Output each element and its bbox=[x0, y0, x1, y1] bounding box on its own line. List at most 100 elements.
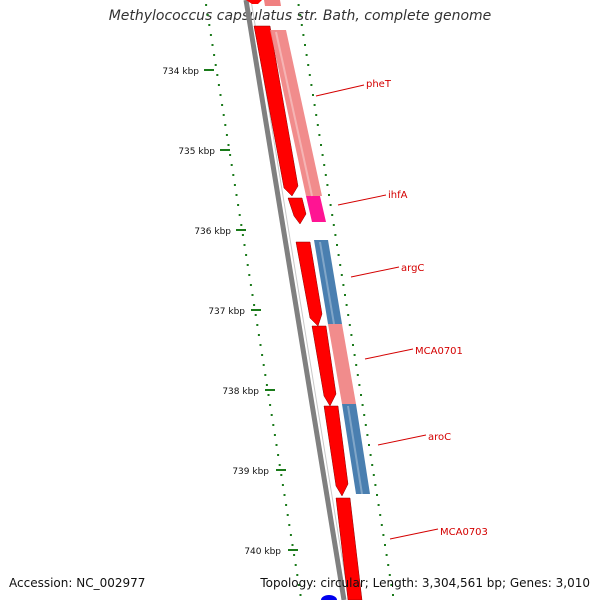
gc-dot bbox=[293, 554, 296, 556]
origin-marker[interactable] bbox=[321, 595, 337, 600]
feature-bar-phet[interactable] bbox=[270, 30, 322, 196]
gc-dot bbox=[285, 504, 288, 506]
gc-dot bbox=[256, 324, 259, 326]
feature-bar-top-pink[interactable] bbox=[264, 0, 281, 6]
gc-dot bbox=[280, 474, 283, 476]
gc-dot bbox=[232, 174, 235, 176]
gc-dot bbox=[297, 4, 300, 6]
gene-leader-line bbox=[337, 194, 387, 206]
gc-dot bbox=[249, 284, 252, 286]
gc-dot bbox=[288, 524, 291, 526]
gc-dot bbox=[219, 94, 222, 96]
gc-dot bbox=[296, 574, 299, 576]
cds-arrow[interactable] bbox=[335, 497, 363, 600]
gc-dot bbox=[382, 534, 385, 536]
gene-leader-line bbox=[315, 84, 365, 97]
gc-dot-track-right bbox=[297, 4, 394, 596]
gc-dot bbox=[355, 364, 358, 366]
gc-dot bbox=[286, 514, 289, 516]
gc-dot bbox=[358, 384, 361, 386]
gc-dot bbox=[364, 424, 367, 426]
gc-dot bbox=[321, 154, 324, 156]
gc-dot bbox=[377, 504, 380, 506]
gc-dot bbox=[221, 104, 224, 106]
gc-dot bbox=[227, 144, 230, 146]
gc-dot bbox=[297, 584, 300, 586]
gc-dot bbox=[332, 224, 335, 226]
gc-dot bbox=[304, 44, 306, 46]
gc-dot bbox=[345, 304, 348, 306]
gc-dot bbox=[238, 214, 241, 216]
gc-dot bbox=[253, 304, 256, 306]
gc-dot bbox=[272, 424, 275, 426]
topology-info: Topology: circular; Length: 3,304,561 bp… bbox=[260, 576, 590, 590]
gc-dot bbox=[388, 574, 391, 576]
gc-dot bbox=[320, 144, 322, 146]
kbp-label: 738 kbp bbox=[222, 387, 259, 397]
kbp-label: 736 kbp bbox=[194, 227, 231, 237]
gene-labels: pheT ihfA argC MCA0701 aroC MCA0703 bbox=[315, 79, 488, 540]
gc-dot bbox=[291, 544, 294, 546]
gene-label-ihfa[interactable]: ihfA bbox=[388, 190, 408, 201]
gc-dot bbox=[371, 464, 374, 466]
gc-dot bbox=[307, 64, 310, 66]
gc-dot bbox=[264, 374, 267, 376]
gc-dot bbox=[340, 274, 343, 276]
cds-arrow[interactable] bbox=[323, 405, 349, 497]
feature-track bbox=[264, 0, 370, 495]
gc-dot bbox=[323, 164, 326, 166]
feature-bar-mca0701[interactable] bbox=[328, 324, 356, 404]
gc-dot bbox=[376, 494, 378, 496]
gc-dot bbox=[222, 114, 225, 116]
gene-label-aroc[interactable]: aroC bbox=[428, 432, 451, 443]
accession-info: Accession: NC_002977 bbox=[9, 576, 146, 590]
gc-dot bbox=[205, 4, 208, 6]
gc-dot bbox=[334, 234, 337, 236]
gc-dot bbox=[262, 364, 265, 366]
cds-arrow-top[interactable] bbox=[246, 0, 262, 4]
gc-dot bbox=[392, 594, 394, 596]
gene-label-mca0703[interactable]: MCA0703 bbox=[440, 527, 488, 538]
cds-arrow[interactable] bbox=[253, 25, 299, 197]
gc-dot bbox=[369, 454, 372, 456]
gc-dot bbox=[265, 384, 268, 386]
gc-dot bbox=[302, 34, 305, 36]
gc-dot bbox=[254, 314, 257, 316]
gc-dot bbox=[366, 434, 369, 436]
gene-leader-line bbox=[377, 434, 427, 446]
gc-dot bbox=[339, 264, 342, 266]
gc-dot bbox=[385, 554, 388, 556]
kbp-ruler: 734 kbp 735 kbp 736 kbp 737 kbp 738 kbp … bbox=[162, 67, 298, 557]
kbp-label: 737 kbp bbox=[208, 307, 245, 317]
cds-arrow[interactable] bbox=[311, 325, 337, 407]
gc-dot bbox=[209, 34, 212, 36]
feature-bar-argc[interactable] bbox=[314, 240, 342, 324]
feature-bar-ihfa[interactable] bbox=[306, 196, 326, 222]
kbp-label: 735 kbp bbox=[178, 147, 215, 157]
gc-dot bbox=[372, 474, 375, 476]
gene-leader-line bbox=[389, 528, 439, 540]
gc-dot bbox=[360, 394, 362, 396]
gc-dot bbox=[350, 334, 353, 336]
gc-dot bbox=[277, 454, 280, 456]
gc-dot bbox=[316, 124, 319, 126]
gene-label-argc[interactable]: argC bbox=[401, 263, 424, 274]
gc-dot bbox=[216, 74, 219, 76]
feature-bar-aroc[interactable] bbox=[342, 404, 370, 494]
gc-dot bbox=[315, 114, 318, 116]
gc-dot bbox=[328, 194, 330, 196]
gc-dot bbox=[275, 444, 278, 446]
gc-dot bbox=[289, 534, 292, 536]
cds-arrow[interactable] bbox=[295, 241, 323, 327]
gene-label-phet[interactable]: pheT bbox=[366, 79, 392, 90]
gc-dot bbox=[273, 434, 276, 436]
gc-dot bbox=[347, 314, 350, 316]
cds-arrow[interactable] bbox=[287, 197, 307, 225]
gene-label-mca0701[interactable]: MCA0701 bbox=[415, 346, 463, 357]
gc-dot bbox=[211, 44, 214, 46]
genome-backbone bbox=[243, 0, 347, 600]
gc-dot bbox=[245, 254, 248, 256]
gc-dot bbox=[240, 224, 243, 226]
gc-dot bbox=[348, 324, 351, 326]
